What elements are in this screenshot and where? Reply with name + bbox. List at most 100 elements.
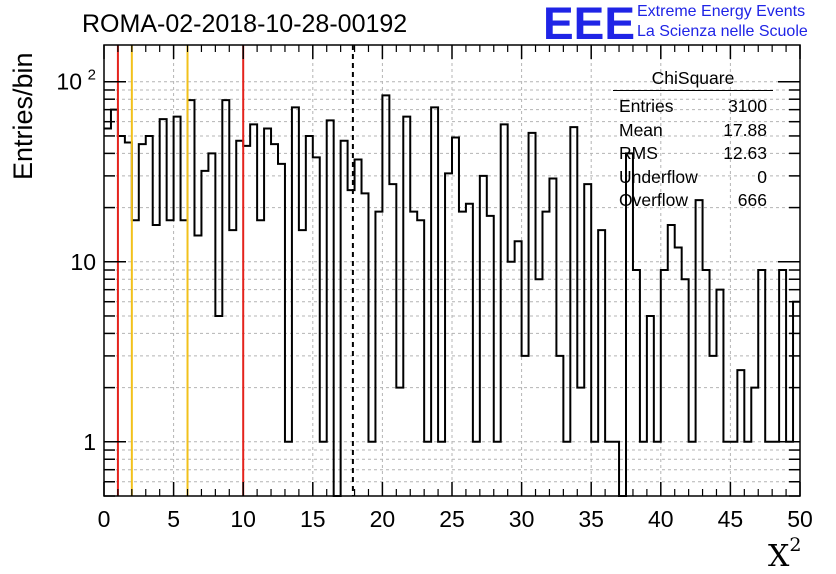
histogram-bin <box>250 124 257 496</box>
histogram-bin <box>111 110 118 496</box>
histogram-bin <box>181 220 188 496</box>
histogram-bin <box>494 442 501 496</box>
stats-row: Overflow 666 <box>609 189 777 213</box>
y-tick-label: 1 <box>83 429 96 455</box>
histogram-bin <box>515 241 522 496</box>
x-tick-label: 0 <box>98 506 111 532</box>
stats-label: Underflow <box>619 166 698 187</box>
x-axis-label: X2 <box>768 534 801 574</box>
histogram-bin <box>480 176 487 496</box>
histogram-bin <box>243 146 250 496</box>
x-tick-label: 40 <box>648 506 674 532</box>
histogram-bin <box>264 128 271 496</box>
stats-label: RMS <box>619 143 658 163</box>
stats-box: ChiSquare Entries 3100 Mean 17.88 RMS 12.63… <box>609 66 777 213</box>
histogram-series <box>104 94 800 497</box>
histogram-bin <box>146 136 153 496</box>
histogram-bin <box>132 220 139 496</box>
histogram-bin <box>508 262 515 496</box>
histogram-bin <box>362 193 369 496</box>
histogram-bin <box>174 117 181 496</box>
histogram-bin <box>306 136 313 496</box>
histogram-bin <box>438 442 445 496</box>
x-axis-label-sup: 2 <box>789 534 802 556</box>
histogram-bin <box>292 107 299 496</box>
y-axis-label: Entries/bin <box>8 52 38 180</box>
histogram-bin <box>772 442 779 496</box>
histogram-bin <box>751 388 758 496</box>
x-tick-label: 20 <box>370 506 396 532</box>
histogram-bin <box>542 212 549 496</box>
x-tick-label: 30 <box>509 506 535 532</box>
histogram-bin <box>696 200 703 496</box>
histogram-bin <box>160 119 167 496</box>
histogram-bin <box>640 442 647 496</box>
histogram-bin <box>208 153 215 496</box>
histogram-bin <box>327 120 334 496</box>
y-tick-label: 10 <box>70 249 96 275</box>
histogram-bin <box>278 164 285 496</box>
histogram-bin <box>675 248 682 496</box>
logo-text: Extreme Energy Events La Scienza nelle S… <box>637 2 808 42</box>
stats-row: Entries 3100 <box>609 95 777 119</box>
histogram-bin <box>299 230 306 496</box>
histogram-bin <box>522 356 529 496</box>
histogram-bin <box>654 442 661 496</box>
histogram-bin <box>139 144 146 496</box>
histogram-bin <box>466 204 473 496</box>
histogram-bin <box>710 356 717 496</box>
histogram-bin <box>793 302 800 496</box>
chart-title: ROMA-02-2018-10-28-00192 <box>82 10 408 38</box>
histogram-bin <box>215 316 222 496</box>
x-tick-label: 25 <box>439 506 465 532</box>
histogram-bin <box>396 388 403 496</box>
histogram-bin <box>647 316 654 496</box>
histogram-bin <box>703 270 710 496</box>
grid-lines <box>104 45 800 497</box>
stats-title: ChiSquare <box>613 66 773 91</box>
histogram-bin <box>257 220 264 496</box>
histogram-bin <box>689 442 696 496</box>
histogram-bin <box>452 138 459 496</box>
stats-row: Mean 17.88 <box>609 119 777 143</box>
histogram-bin <box>389 184 396 496</box>
y-axis: 1 10 10 2 <box>56 67 800 497</box>
histogram-bin <box>368 442 375 496</box>
histogram-bin <box>758 270 765 496</box>
histogram-bin <box>431 107 438 496</box>
histogram-bin <box>605 442 612 496</box>
histogram-bin <box>188 100 195 496</box>
histogram-bin <box>473 442 480 496</box>
histogram-bin <box>591 442 598 496</box>
histogram-bin <box>153 225 160 496</box>
histogram-bin <box>529 133 536 496</box>
histogram-bin <box>730 442 737 496</box>
stats-row: RMS 12.63 <box>609 142 777 166</box>
eee-logo: EEE <box>543 2 635 42</box>
histogram-bin <box>320 442 327 496</box>
stats-label: Mean <box>619 119 663 140</box>
x-axis-label-base: X <box>768 539 790 574</box>
histogram-bin <box>167 220 174 496</box>
histogram-bin <box>375 212 382 496</box>
histogram-bin <box>633 270 640 496</box>
histogram-bin <box>229 230 236 496</box>
stats-label: Overflow <box>619 190 689 210</box>
stats-value: 3100 <box>728 96 767 116</box>
stats-value: 17.88 <box>723 119 767 140</box>
x-tick-label: 45 <box>718 506 744 532</box>
histogram-bin <box>556 356 563 496</box>
histogram-bin <box>723 442 730 496</box>
histogram-bin <box>236 141 243 496</box>
histogram-bin <box>445 173 452 496</box>
x-axis: 0 5 10 15 20 25 30 35 40 45 50 <box>98 45 813 532</box>
histogram-bin <box>598 230 605 496</box>
histogram-bin <box>716 290 723 496</box>
histogram-bin <box>577 388 584 496</box>
histogram-bin <box>285 442 292 496</box>
histogram-bin <box>779 270 786 496</box>
histogram-bin <box>271 144 278 496</box>
logo-line-2: La Scienza nelle Scuole <box>637 23 808 40</box>
stats-row: Underflow 0 <box>609 166 777 190</box>
histogram-bin <box>125 142 132 496</box>
